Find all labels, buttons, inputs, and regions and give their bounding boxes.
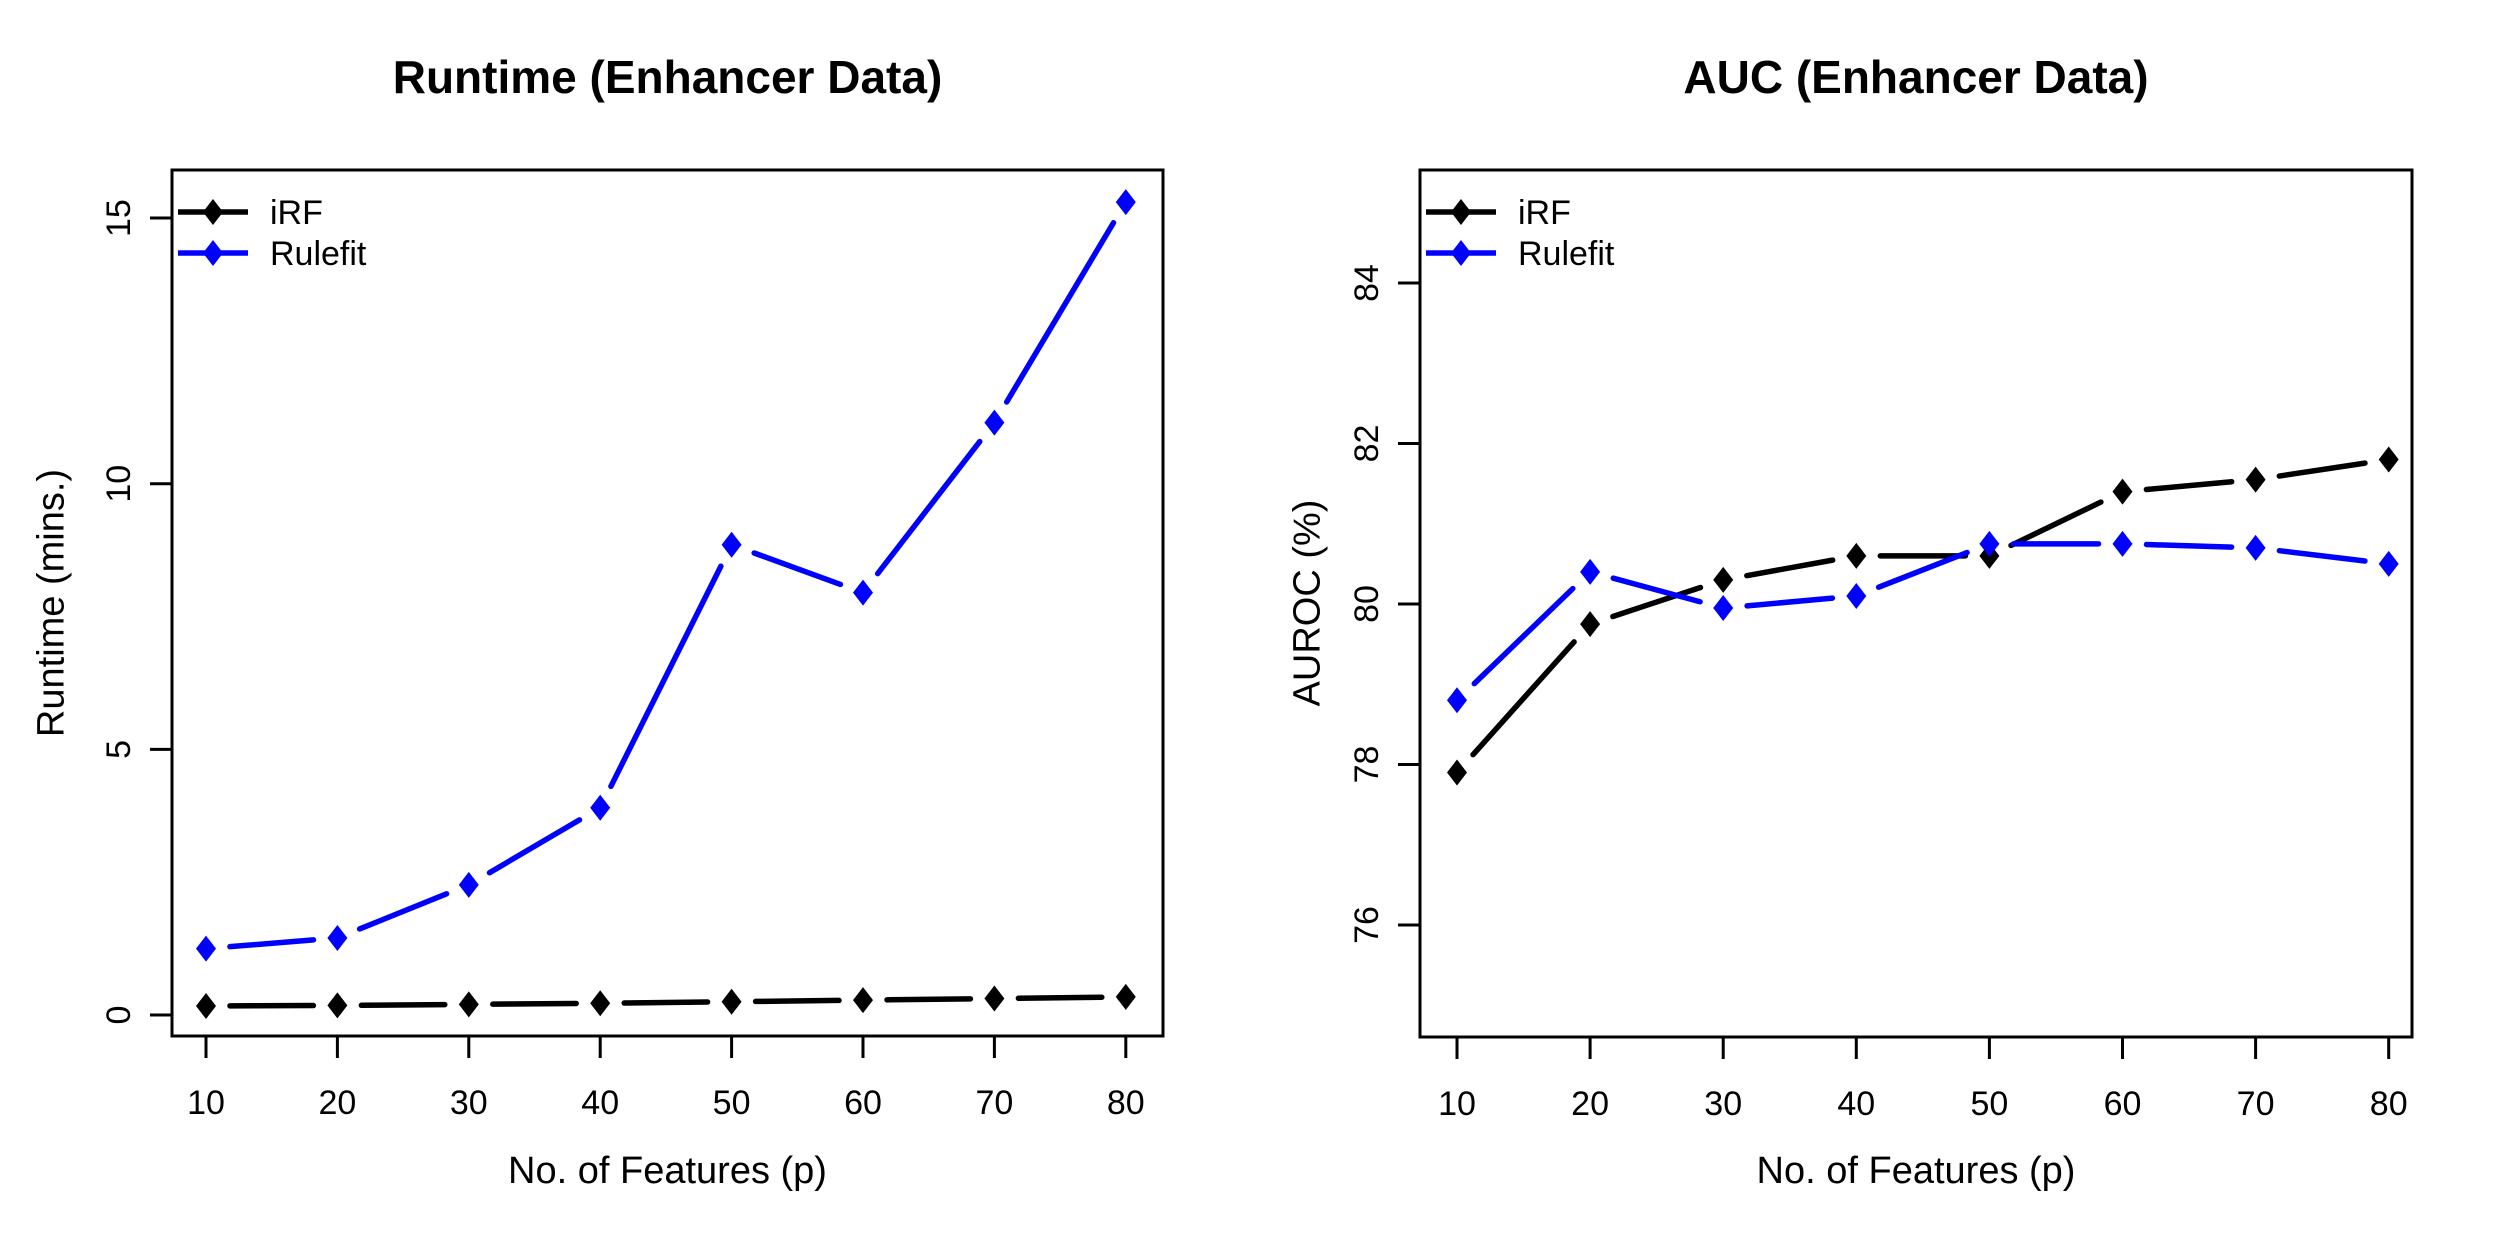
- series-segment-iRF: [2008, 499, 2104, 549]
- series-segment-iRF: [621, 999, 711, 1006]
- chart-runtime: Runtime (Enhancer Data) Runtime (mins.) …: [31, 51, 1165, 1192]
- series-segment-iRF: [1470, 639, 1577, 758]
- series-marker-iRF: [590, 990, 611, 1017]
- series-marker-Rulefit: [196, 935, 216, 962]
- series-segment-iRF: [2276, 460, 2368, 479]
- chart-title: Runtime (Enhancer Data): [392, 51, 943, 103]
- y-tick-label: 84: [1348, 264, 1386, 302]
- x-tick-label: 80: [2370, 1085, 2408, 1123]
- series-segment-Rulefit: [227, 937, 317, 950]
- y-tick-label: 78: [1348, 746, 1386, 784]
- series-marker-Rulefit: [2378, 550, 2399, 577]
- series-segment-Rulefit: [486, 817, 583, 876]
- series-segment-Rulefit: [1875, 549, 1970, 590]
- series-marker-Rulefit: [984, 409, 1005, 436]
- series-marker-Rulefit: [1713, 595, 1734, 622]
- y-tick-label: 76: [1348, 906, 1386, 944]
- legend-label-Rulefit: Rulefit: [270, 235, 367, 273]
- series-segment-iRF: [884, 996, 974, 1003]
- series-marker-iRF: [2378, 446, 2399, 473]
- series-marker-iRF: [1846, 542, 1867, 569]
- x-tick-label: 50: [713, 1084, 751, 1122]
- chart-auc: AUC (Enhancer Data) AUROC (%) No. of Fea…: [1250, 0, 2500, 1250]
- x-tick-label: 70: [975, 1084, 1013, 1122]
- series-segment-iRF: [1744, 557, 1836, 579]
- series-marker-Rulefit: [1580, 558, 1601, 585]
- series-segment-Rulefit: [1003, 219, 1117, 405]
- x-axis-label: No. of Features (p): [1756, 1150, 2076, 1192]
- x-axis-label: No. of Features (p): [508, 1150, 827, 1192]
- plot-box: [170, 168, 1165, 1038]
- series-marker-Rulefit: [1447, 687, 1467, 714]
- legend-label-iRF: iRF: [270, 194, 323, 232]
- x-tick-label: 50: [1970, 1085, 2008, 1123]
- y-tick-label: 15: [100, 199, 138, 237]
- x-tick-label: 10: [1438, 1085, 1476, 1123]
- series-segment-iRF: [752, 997, 842, 1005]
- y-tick-label: 82: [1348, 425, 1386, 463]
- x-tick-label: 40: [581, 1084, 619, 1122]
- series-segment-Rulefit: [608, 563, 724, 790]
- series-segment-Rulefit: [356, 891, 450, 932]
- legend-marker-iRF: [1451, 199, 1471, 225]
- series-marker-iRF: [1447, 759, 1467, 786]
- y-tick-label: 5: [100, 740, 138, 759]
- x-tick-label: 20: [318, 1084, 356, 1122]
- legend-marker-Rulefit: [1451, 240, 1471, 266]
- series-marker-Rulefit: [590, 794, 611, 821]
- plot-box: [1418, 168, 2414, 1039]
- legend-marker-iRF: [203, 199, 223, 225]
- x-tick-label: 70: [2237, 1085, 2275, 1123]
- series-segment-Rulefit: [2276, 547, 2368, 564]
- series-segment-iRF: [1015, 994, 1105, 1001]
- x-tick-label: 60: [2104, 1085, 2142, 1123]
- legend-label-Rulefit: Rulefit: [1518, 235, 1615, 273]
- y-tick-label: 10: [100, 465, 138, 503]
- x-tick-label: 40: [1837, 1085, 1875, 1123]
- series-marker-Rulefit: [327, 924, 348, 951]
- series-marker-Rulefit: [853, 579, 873, 606]
- series-marker-iRF: [1115, 983, 1136, 1010]
- series-segment-Rulefit: [1744, 595, 1836, 609]
- series-marker-iRF: [458, 991, 479, 1018]
- series-marker-iRF: [327, 992, 348, 1019]
- series-marker-iRF: [1580, 611, 1601, 638]
- x-tick-label: 60: [844, 1084, 882, 1122]
- series-marker-Rulefit: [1846, 582, 1867, 609]
- series-segment-Rulefit: [1610, 575, 1703, 605]
- series-marker-iRF: [721, 988, 742, 1015]
- series-segment-Rulefit: [2143, 541, 2235, 550]
- series-segment-Rulefit: [874, 438, 983, 577]
- x-tick-label: 10: [187, 1084, 225, 1122]
- series-marker-Rulefit: [1979, 530, 2000, 557]
- legend-marker-Rulefit: [203, 240, 223, 266]
- series-marker-Rulefit: [721, 531, 742, 558]
- series-marker-iRF: [196, 992, 216, 1019]
- x-tick-label: 30: [1704, 1085, 1742, 1123]
- series-marker-iRF: [2245, 466, 2266, 493]
- series-segment-Rulefit: [1471, 585, 1576, 687]
- series-marker-Rulefit: [458, 871, 479, 898]
- legend-label-iRF: iRF: [1518, 194, 1571, 232]
- series-marker-Rulefit: [2112, 530, 2133, 557]
- series-marker-Rulefit: [2245, 534, 2266, 561]
- series-marker-iRF: [984, 985, 1005, 1012]
- series-segment-Rulefit: [751, 550, 844, 588]
- x-tick-label: 20: [1571, 1085, 1609, 1123]
- x-tick-label: 80: [1107, 1084, 1145, 1122]
- series-marker-iRF: [2112, 478, 2133, 505]
- series-segment-iRF: [1610, 584, 1704, 620]
- series-marker-iRF: [1713, 566, 1734, 593]
- series-segment-iRF: [358, 1001, 448, 1008]
- series-segment-iRF: [490, 1000, 579, 1007]
- x-tick-label: 30: [450, 1084, 488, 1122]
- chart-title: AUC (Enhancer Data): [1683, 51, 2149, 103]
- series-marker-iRF: [853, 987, 873, 1014]
- series-segment-iRF: [2143, 479, 2235, 493]
- series-marker-Rulefit: [1115, 189, 1136, 216]
- y-tick-label: 80: [1348, 585, 1386, 623]
- y-tick-label: 0: [100, 1006, 138, 1025]
